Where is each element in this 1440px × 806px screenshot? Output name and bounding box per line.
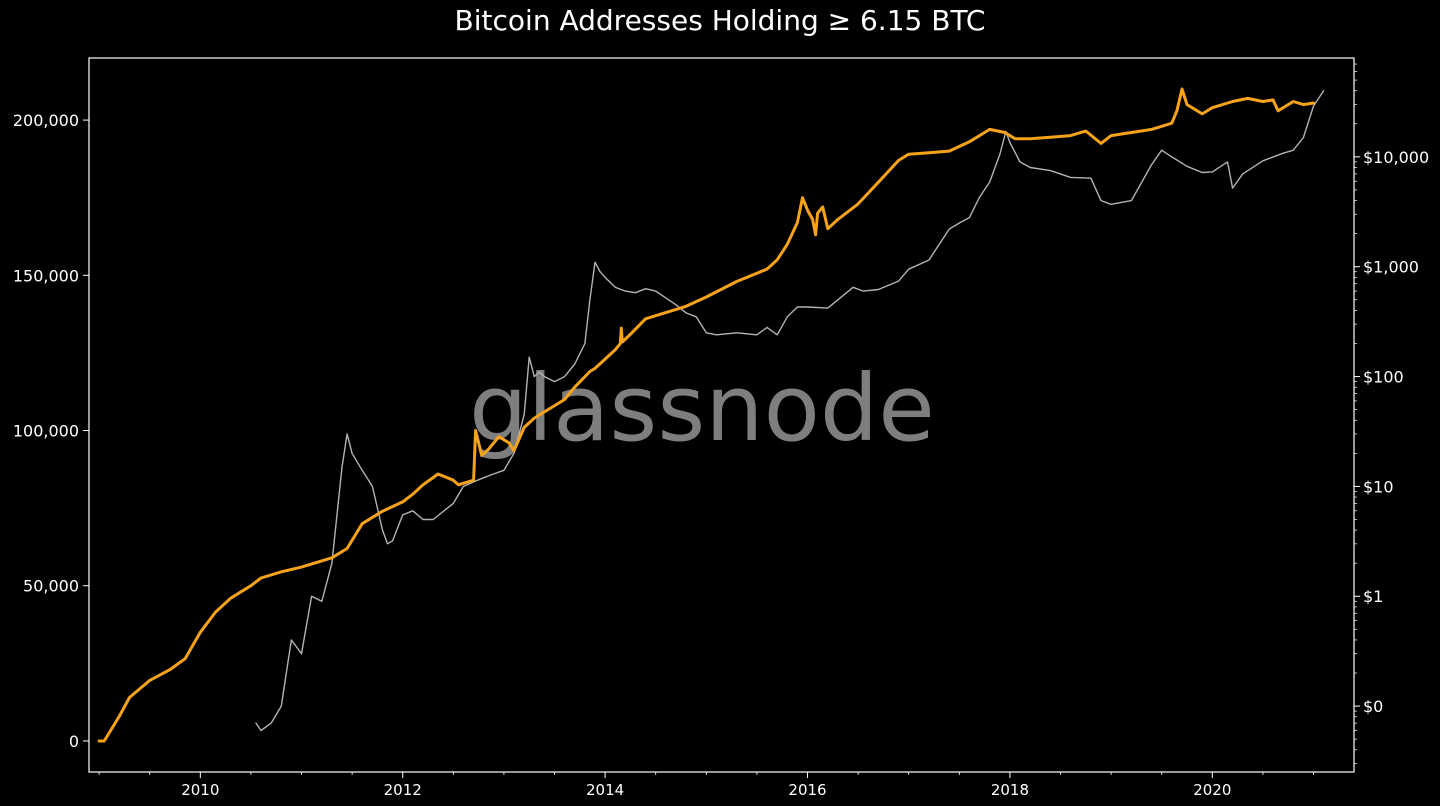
y-right-tick-label: $100: [1363, 368, 1404, 387]
y-right-tick-label: $1: [1363, 587, 1383, 606]
series-layer: [97, 87, 1325, 743]
y-axis-left: 0 50,000 100,000 150,000 200,000: [13, 111, 89, 751]
y-right-tick-label: $0: [1363, 697, 1383, 716]
series-addresses-line: [97, 87, 1315, 743]
x-tick-label: 2014: [586, 781, 624, 799]
y-left-tick-label: 150,000: [13, 266, 79, 285]
x-tick-label: 2018: [991, 781, 1029, 799]
watermark: glassnode: [469, 355, 935, 462]
x-tick-label: 2020: [1193, 781, 1231, 799]
y-right-tick-label: $10,000: [1363, 148, 1429, 167]
x-tick-label: 2012: [384, 781, 422, 799]
y-left-tick-label: 200,000: [13, 111, 79, 130]
y-right-tick-label: $1,000: [1363, 258, 1419, 277]
x-axis: 2010 2012 2014 2016 2018 2020: [98, 772, 1314, 799]
y-left-tick-label: 0: [69, 732, 79, 751]
chart-title: Bitcoin Addresses Holding ≥ 6.15 BTC: [454, 4, 986, 37]
y-right-tick-label: $10: [1363, 477, 1394, 496]
y-left-tick-label: 100,000: [13, 422, 79, 441]
series-price-line: [255, 89, 1325, 732]
y-left-tick-label: 50,000: [23, 577, 79, 596]
y-axis-right: $0 $1 $10 $100 $1,000 $10,000: [1354, 63, 1429, 764]
plot-frame: [88, 57, 1355, 773]
x-tick-label: 2016: [788, 781, 826, 799]
x-tick-label: 2010: [181, 781, 219, 799]
